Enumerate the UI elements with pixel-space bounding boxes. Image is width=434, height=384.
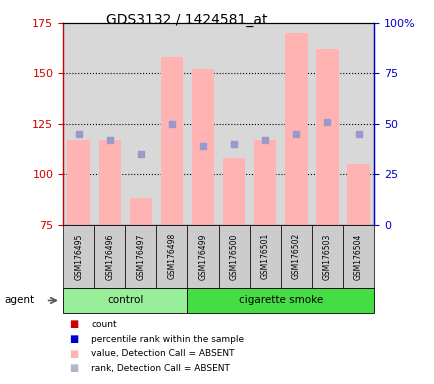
Bar bbox=[280, 225, 311, 288]
Bar bbox=[191, 70, 214, 225]
Text: rank, Detection Call = ABSENT: rank, Detection Call = ABSENT bbox=[91, 364, 230, 373]
Text: agent: agent bbox=[4, 295, 34, 306]
Text: percentile rank within the sample: percentile rank within the sample bbox=[91, 334, 244, 344]
Bar bbox=[280, 23, 311, 225]
Point bbox=[230, 141, 237, 147]
Point bbox=[292, 131, 299, 137]
Text: cigarette smoke: cigarette smoke bbox=[238, 295, 322, 306]
Bar bbox=[311, 225, 342, 288]
Bar bbox=[253, 140, 276, 225]
Text: ■: ■ bbox=[69, 334, 79, 344]
Text: ■: ■ bbox=[69, 363, 79, 373]
Bar bbox=[187, 288, 373, 313]
Bar bbox=[129, 199, 151, 225]
Text: ■: ■ bbox=[69, 349, 79, 359]
Text: GSM176503: GSM176503 bbox=[322, 233, 331, 280]
Bar bbox=[94, 23, 125, 225]
Point bbox=[106, 137, 113, 143]
Bar bbox=[125, 225, 156, 288]
Text: GSM176504: GSM176504 bbox=[353, 233, 362, 280]
Text: control: control bbox=[107, 295, 143, 306]
Bar bbox=[342, 225, 373, 288]
Text: GSM176499: GSM176499 bbox=[198, 233, 207, 280]
Bar bbox=[249, 225, 280, 288]
Point bbox=[199, 143, 206, 149]
Text: GSM176501: GSM176501 bbox=[260, 233, 269, 280]
Bar bbox=[218, 23, 249, 225]
Point bbox=[75, 131, 82, 137]
Bar bbox=[161, 57, 183, 225]
Bar bbox=[311, 23, 342, 225]
Bar bbox=[67, 140, 89, 225]
Bar bbox=[223, 158, 245, 225]
Point bbox=[137, 151, 144, 157]
Point bbox=[168, 121, 175, 127]
Text: count: count bbox=[91, 320, 117, 329]
Bar bbox=[94, 225, 125, 288]
Text: GSM176502: GSM176502 bbox=[291, 233, 300, 280]
Text: GSM176498: GSM176498 bbox=[167, 233, 176, 280]
Text: GSM176497: GSM176497 bbox=[136, 233, 145, 280]
Bar bbox=[249, 23, 280, 225]
Bar bbox=[316, 49, 338, 225]
Text: value, Detection Call = ABSENT: value, Detection Call = ABSENT bbox=[91, 349, 234, 358]
Text: ■: ■ bbox=[69, 319, 79, 329]
Bar bbox=[99, 140, 121, 225]
Bar bbox=[285, 33, 307, 225]
Text: GDS3132 / 1424581_at: GDS3132 / 1424581_at bbox=[106, 13, 267, 27]
Bar bbox=[63, 225, 94, 288]
Bar bbox=[63, 23, 94, 225]
Bar bbox=[347, 164, 369, 225]
Bar bbox=[63, 288, 187, 313]
Text: GSM176496: GSM176496 bbox=[105, 233, 114, 280]
Bar bbox=[187, 225, 218, 288]
Bar bbox=[218, 225, 249, 288]
Bar bbox=[156, 23, 187, 225]
Point bbox=[354, 131, 361, 137]
Text: GSM176495: GSM176495 bbox=[74, 233, 83, 280]
Bar bbox=[156, 225, 187, 288]
Bar bbox=[187, 23, 218, 225]
Text: GSM176500: GSM176500 bbox=[229, 233, 238, 280]
Point bbox=[261, 137, 268, 143]
Point bbox=[323, 119, 330, 125]
Bar bbox=[125, 23, 156, 225]
Bar bbox=[342, 23, 373, 225]
